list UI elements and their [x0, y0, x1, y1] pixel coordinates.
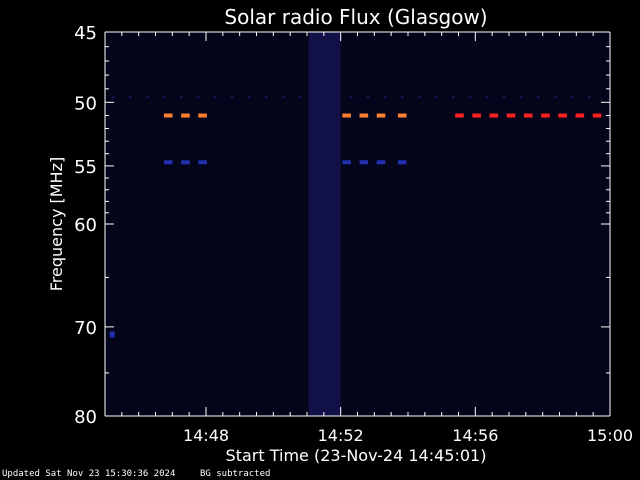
- band-mark-7: [128, 95, 132, 98]
- y-tick-label: 55: [74, 157, 97, 178]
- burst-mark-3: [455, 113, 464, 118]
- band-mark-7: [349, 95, 353, 98]
- burst-mark-4: [163, 160, 173, 165]
- y-tick-label: 50: [74, 93, 97, 114]
- band-mark-7: [179, 95, 183, 98]
- band-mark-7: [400, 95, 404, 98]
- burst-mark-1: [342, 113, 351, 118]
- band-mark-7: [485, 95, 489, 98]
- band-mark-7: [213, 95, 217, 98]
- burst-mark-6: [397, 160, 407, 165]
- burst-mark-3: [506, 113, 516, 118]
- band-mark-7: [553, 95, 557, 98]
- x-tick-label: 14:52: [318, 426, 364, 445]
- band-mark-7: [468, 95, 472, 98]
- band-mark-7: [383, 95, 387, 98]
- burst-mark-3: [523, 113, 533, 118]
- band-mark-7: [366, 95, 370, 98]
- vertical-stripe-8: [308, 32, 341, 416]
- burst-mark-4: [198, 160, 207, 165]
- axis-ticks: 14:48 14:52 14:56 15:00 45 50 55 60 70 80: [74, 23, 633, 445]
- band-mark-7: [196, 95, 200, 98]
- burst-mark-5: [342, 160, 351, 165]
- band-mark-7: [264, 95, 268, 98]
- band-mark-7: [145, 95, 149, 98]
- burst-mark-5: [376, 160, 386, 165]
- burst-mark-0: [163, 113, 173, 118]
- band-mark-7: [587, 95, 591, 98]
- band-mark-7: [298, 95, 302, 98]
- y-tick-label: 60: [74, 215, 97, 236]
- burst-mark-0: [198, 113, 207, 118]
- band-mark-7: [451, 95, 455, 98]
- band-mark-7: [281, 95, 285, 98]
- burst-mark-1: [359, 113, 369, 118]
- x-tick-label: 15:00: [587, 426, 633, 445]
- burst-mark-3: [472, 113, 481, 118]
- band-mark-7: [111, 95, 115, 98]
- burst-mark-2: [397, 113, 407, 118]
- band-mark-7: [162, 95, 166, 98]
- burst-mark-3: [575, 113, 585, 118]
- burst-mark-4: [181, 160, 190, 165]
- updated-timestamp: Updated Sat Nov 23 15:30:36 2024: [2, 469, 176, 479]
- y-tick-label: 70: [74, 318, 97, 339]
- burst-mark-3: [558, 113, 567, 118]
- burst-mark-3: [592, 113, 602, 118]
- burst-mark-3: [541, 113, 550, 118]
- band-mark-7: [417, 95, 421, 98]
- burst-mark-1: [376, 113, 386, 118]
- y-axis-label: Frequency [MHz]: [47, 157, 66, 291]
- y-tick-label: 80: [74, 407, 97, 428]
- band-mark-7: [247, 95, 251, 98]
- y-tick-label: 45: [74, 23, 97, 44]
- band-mark-7: [570, 95, 574, 98]
- band-mark-7: [230, 95, 234, 98]
- spectrogram-features: [109, 32, 602, 416]
- x-axis-label: Start Time (23-Nov-24 14:45:01): [226, 446, 487, 465]
- x-tick-label: 14:48: [183, 426, 229, 445]
- band-mark-7: [502, 95, 506, 98]
- x-tick-label: 14:56: [452, 426, 498, 445]
- bg-subtracted-note: BG subtracted: [200, 469, 271, 479]
- band-mark-7: [519, 95, 523, 98]
- chart-title: Solar radio Flux (Glasgow): [224, 5, 487, 29]
- band-mark-7: [536, 95, 540, 98]
- burst-mark-0: [181, 113, 190, 118]
- plot-area: [105, 32, 610, 416]
- band-mark-7: [434, 95, 438, 98]
- burst-mark-5: [359, 160, 369, 165]
- burst-mark-3: [489, 113, 499, 118]
- spot-mark-9: [109, 331, 115, 338]
